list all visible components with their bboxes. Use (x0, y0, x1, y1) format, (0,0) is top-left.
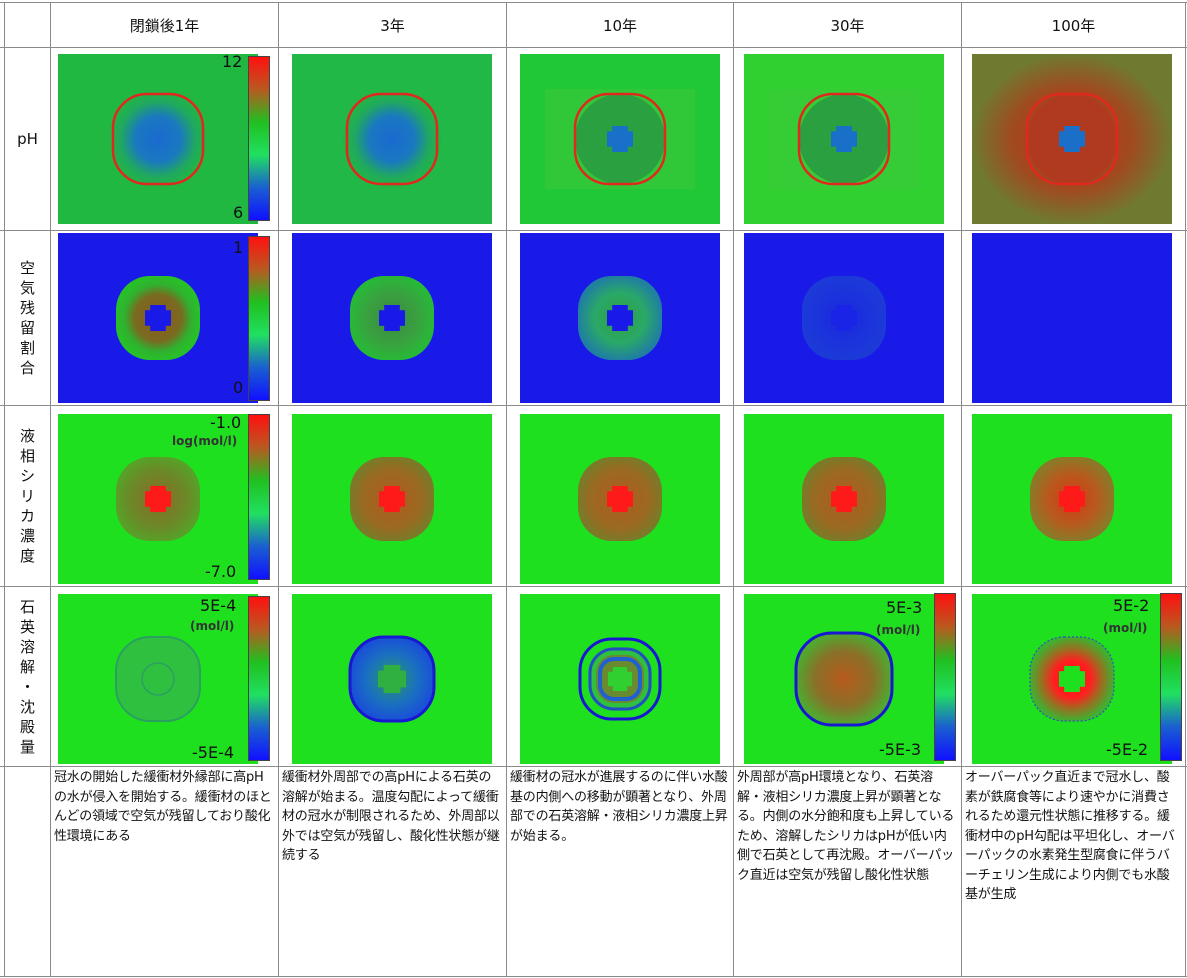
colorbar-silica-min: -7.0 (205, 562, 237, 581)
quartz-panel-1 (292, 594, 492, 764)
air-panel-1 (292, 233, 492, 403)
air-panel-0 (58, 233, 258, 403)
grid-line (0, 2, 1187, 3)
ph-panel-1 (292, 54, 492, 224)
silica-panel-4 (972, 414, 1172, 584)
ph-panel-3 (744, 54, 944, 224)
row-label-ph: pH (17, 130, 38, 148)
ph-panel-4 (972, 54, 1172, 224)
grid-line (0, 586, 1187, 587)
air-panel-3 (744, 233, 944, 403)
colorbar-ph-min: 6 (233, 203, 244, 222)
grid-line (0, 47, 1187, 48)
colorbar-quartz-30y-max: 5E-3 (886, 598, 923, 617)
description-10y: 緩衝材の冠水が進展するのに伴い水酸基の内側への移動が顕著となり、外周部での石英溶… (510, 770, 728, 844)
colorbar-quartz-1y-max: 5E-4 (200, 596, 237, 615)
colorbar-quartz-1y (248, 596, 270, 761)
grid-line (0, 976, 1187, 977)
grid-line (961, 2, 962, 977)
column-header-3y: 3年 (380, 16, 405, 35)
colorbar-quartz-1y-min: -5E-4 (192, 743, 235, 762)
quartz-panel-3 (744, 594, 944, 764)
colorbar-air-max: 1 (233, 238, 244, 257)
colorbar-quartz-30y-min: -5E-3 (879, 740, 922, 759)
grid-line (733, 2, 734, 977)
colorbar-quartz-100y-max: 5E-2 (1113, 596, 1150, 615)
description-100y: オーバーパック直近まで冠水し、酸素が鉄腐食等により速やかに消費されるため還元性状… (965, 770, 1175, 902)
colorbar-ph (248, 56, 270, 221)
column-header-30y: 30年 (830, 16, 865, 35)
colorbar-quartz-30y-unit: (mol/l) (876, 623, 921, 637)
column-header-100y: 100年 (1051, 16, 1096, 35)
colorbar-silica-max: -1.0 (210, 413, 242, 432)
colorbar-quartz-1y-unit: (mol/l) (190, 619, 235, 633)
quartz-panel-2 (520, 594, 720, 764)
grid-line (506, 2, 507, 977)
colorbar-ph-max: 12 (222, 52, 243, 71)
grid-line (0, 405, 1187, 406)
grid-line (1185, 2, 1186, 977)
silica-panel-2 (520, 414, 720, 584)
grid-line (278, 2, 279, 977)
row-label-quartz: 石英溶解・沈殿量 (19, 597, 35, 756)
silica-panel-3 (744, 414, 944, 584)
column-header-1y: 閉鎖後1年 (129, 16, 200, 35)
ph-panel-0 (58, 54, 258, 224)
quartz-panel-0 (58, 594, 258, 764)
grid-line (50, 2, 51, 977)
colorbar-quartz-100y (1160, 593, 1182, 761)
colorbar-quartz-100y-min: -5E-2 (1106, 740, 1149, 759)
grid-line (4, 2, 5, 977)
colorbar-air-min: 0 (233, 378, 244, 397)
silica-panel-1 (292, 414, 492, 584)
air-panel-2 (520, 233, 720, 403)
colorbar-quartz-30y (934, 593, 956, 761)
grid-line (0, 766, 1187, 767)
description-1y: 冠水の開始した緩衝材外縁部に高pHの水が侵入を開始する。緩衝材のほとんどの領域で… (54, 770, 272, 844)
description-3y: 緩衝材外周部での高pHによる石英の溶解が始まる。温度勾配によって緩衝材の冠水が制… (282, 770, 500, 863)
row-label-silica: 液相シリカ濃度 (19, 427, 35, 565)
row-label-air: 空気残留割合 (19, 259, 35, 377)
colorbar-silica-unit: log(mol/l) (172, 434, 238, 448)
quartz-panel-4 (972, 594, 1172, 764)
air-panel-4 (972, 233, 1172, 403)
column-header-10y: 10年 (602, 16, 638, 35)
grid-line (0, 230, 1187, 231)
colorbar-air (248, 236, 270, 401)
ph-panel-2 (520, 54, 720, 224)
description-30y: 外周部が高pH環境となり、石英溶解・液相シリカ濃度上昇が顕著となる。内側の水分飽… (737, 770, 955, 883)
colorbar-quartz-100y-unit: (mol/l) (1103, 621, 1148, 635)
silica-panel-0 (58, 414, 258, 584)
colorbar-silica (248, 414, 270, 580)
